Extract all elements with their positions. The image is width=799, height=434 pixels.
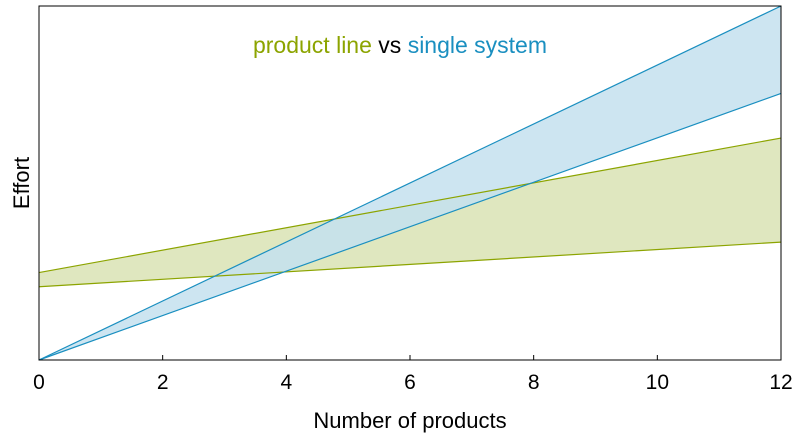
chart-title-part-2: single system [408, 32, 547, 58]
x-tick-label: 6 [404, 371, 416, 394]
series-line-product-line-lower [38, 241, 782, 288]
x-tick-label: 0 [33, 371, 45, 394]
series-line-single-system-upper [38, 5, 782, 361]
x-axis-ticks: 0 2 4 6 8 10 12 [33, 355, 793, 394]
y-axis-label: Effort [9, 157, 34, 209]
x-tick-label: 12 [769, 371, 792, 394]
chart-title: product line vs single system [253, 32, 547, 58]
x-tick-label: 10 [646, 371, 669, 394]
series-line-product-line-upper [38, 137, 782, 274]
chart-title-part-1: vs [372, 32, 408, 58]
x-tick-label: 8 [528, 371, 540, 394]
chart-title-part-0: product line [253, 32, 372, 58]
x-tick-label: 4 [280, 371, 292, 394]
x-tick-label: 2 [157, 371, 169, 394]
series-line-single-system-lower [38, 92, 782, 361]
plot-areas [38, 5, 782, 361]
x-axis-label: Number of products [313, 408, 506, 433]
